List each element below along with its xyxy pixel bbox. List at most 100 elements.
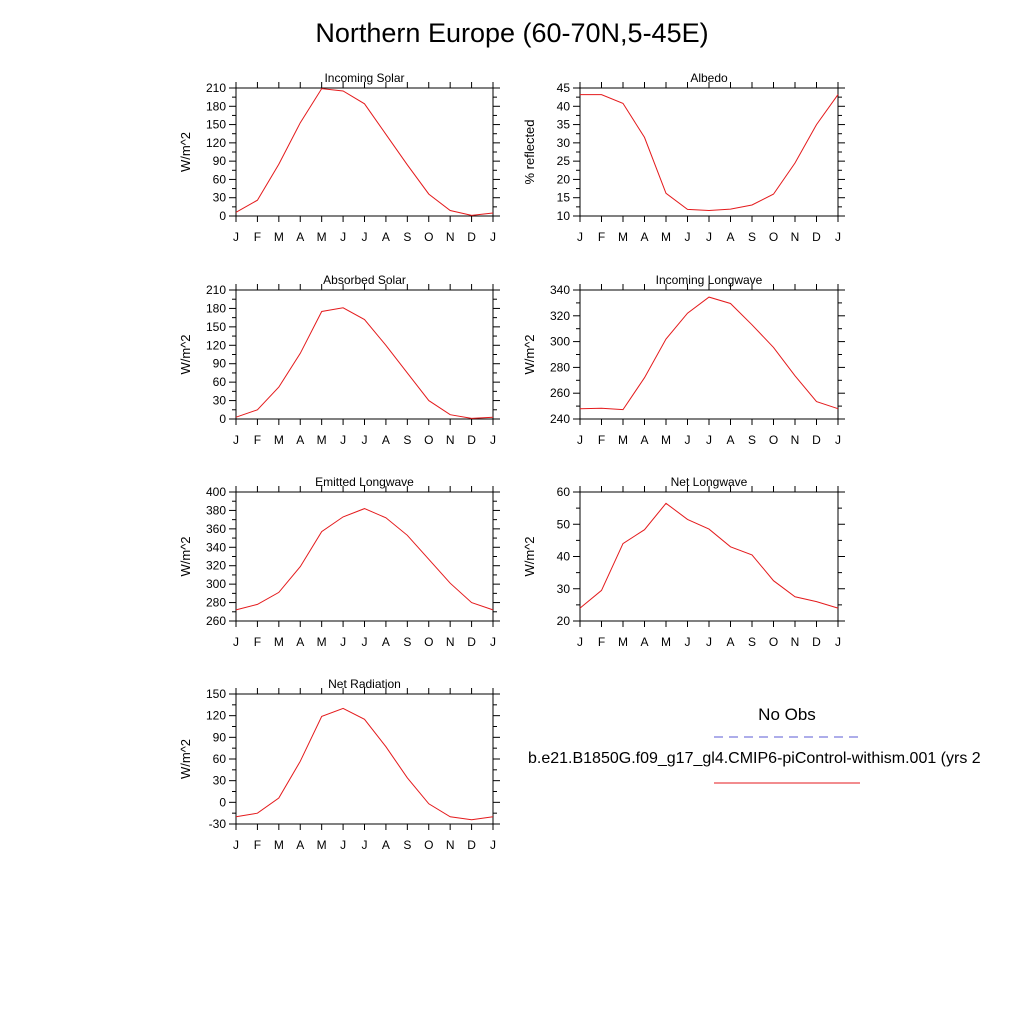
y-tick-label: 120 (206, 709, 226, 723)
x-tick-label: F (254, 433, 261, 447)
y-tick-label: 90 (213, 154, 227, 168)
y-tick-label: 300 (550, 335, 570, 349)
panel-title: Emitted Longwave (315, 475, 414, 489)
x-tick-label: F (598, 635, 605, 649)
x-tick-label: J (490, 433, 496, 447)
x-tick-label: M (661, 635, 671, 649)
x-tick-label: N (446, 635, 455, 649)
x-tick-label: J (340, 230, 346, 244)
y-tick-label: 40 (557, 99, 571, 113)
x-tick-label: M (317, 230, 327, 244)
x-tick-label: A (296, 230, 304, 244)
y-axis-label: W/m^2 (178, 334, 193, 374)
y-tick-label: 120 (206, 338, 226, 352)
legend-model-line (714, 782, 860, 784)
y-tick-label: 340 (550, 283, 570, 297)
x-tick-label: F (254, 230, 261, 244)
x-tick-label: J (577, 635, 583, 649)
y-tick-label: 150 (206, 687, 226, 701)
x-tick-label: J (340, 635, 346, 649)
x-tick-label: F (598, 433, 605, 447)
x-tick-label: A (640, 635, 648, 649)
x-tick-label: O (769, 230, 778, 244)
x-tick-label: M (317, 838, 327, 852)
x-tick-label: M (274, 433, 284, 447)
y-tick-label: 380 (206, 503, 226, 517)
x-tick-label: S (748, 635, 756, 649)
chart-panel: Absorbed Solar W/m^2 0 30 60 90 120 150 180 210 J F… (178, 273, 500, 447)
legend-obs-line (714, 736, 860, 738)
x-tick-label: N (791, 230, 800, 244)
x-tick-label: A (296, 838, 304, 852)
x-tick-label: S (403, 230, 411, 244)
y-tick-label: 280 (550, 360, 570, 374)
x-tick-label: J (233, 838, 239, 852)
x-tick-label: D (467, 838, 476, 852)
x-tick-label: A (382, 433, 390, 447)
x-tick-label: D (467, 230, 476, 244)
y-tick-label: 50 (557, 517, 571, 531)
x-tick-label: A (382, 635, 390, 649)
y-tick-label: 90 (213, 730, 227, 744)
x-tick-label: A (640, 230, 648, 244)
x-tick-label: O (424, 635, 433, 649)
x-tick-label: N (791, 635, 800, 649)
y-tick-label: 30 (557, 582, 571, 596)
series-line (235, 508, 494, 611)
x-tick-label: J (233, 635, 239, 649)
y-tick-label: 280 (206, 596, 226, 610)
y-tick-label: 0 (219, 209, 226, 223)
page-title: Northern Europe (60-70N,5-45E) (315, 18, 709, 48)
y-tick-label: 260 (206, 614, 226, 628)
y-tick-label: 20 (557, 614, 571, 628)
x-tick-label: N (791, 433, 800, 447)
x-tick-label: J (490, 838, 496, 852)
y-tick-label: 10 (557, 209, 571, 223)
y-tick-label: 150 (206, 320, 226, 334)
x-tick-label: N (446, 838, 455, 852)
y-tick-label: -30 (209, 817, 227, 831)
y-tick-label: 240 (550, 412, 570, 426)
x-tick-label: J (362, 838, 368, 852)
x-tick-label: J (706, 433, 712, 447)
x-tick-label: F (254, 635, 261, 649)
x-tick-label: J (706, 635, 712, 649)
panel-title: Net Radiation (328, 677, 401, 691)
x-tick-label: A (382, 230, 390, 244)
y-tick-label: 360 (206, 522, 226, 536)
y-tick-label: 0 (219, 795, 226, 809)
x-tick-label: M (661, 230, 671, 244)
x-tick-label: O (769, 433, 778, 447)
series-line (580, 94, 839, 212)
x-tick-label: D (467, 433, 476, 447)
plot-frame (235, 289, 494, 420)
x-tick-label: J (362, 433, 368, 447)
y-tick-label: 150 (206, 118, 226, 132)
y-tick-label: 30 (213, 774, 227, 788)
x-tick-label: J (685, 635, 691, 649)
x-tick-label: J (233, 230, 239, 244)
x-tick-label: A (726, 433, 734, 447)
panel-title: Absorbed Solar (323, 273, 406, 287)
plot-frame (235, 491, 494, 622)
x-tick-label: F (598, 230, 605, 244)
x-tick-label: M (618, 230, 628, 244)
x-tick-label: J (835, 635, 841, 649)
y-tick-label: 60 (213, 375, 227, 389)
x-tick-label: J (577, 230, 583, 244)
panel-title: Incoming Longwave (656, 273, 763, 287)
y-tick-label: 0 (219, 412, 226, 426)
y-tick-label: 30 (557, 136, 571, 150)
x-tick-label: D (812, 230, 821, 244)
x-tick-label: D (467, 635, 476, 649)
plot-frame (235, 87, 494, 217)
x-tick-label: N (446, 433, 455, 447)
y-tick-label: 260 (550, 386, 570, 400)
x-tick-label: J (490, 635, 496, 649)
x-tick-label: J (340, 838, 346, 852)
y-tick-label: 35 (557, 118, 571, 132)
x-tick-label: O (769, 635, 778, 649)
